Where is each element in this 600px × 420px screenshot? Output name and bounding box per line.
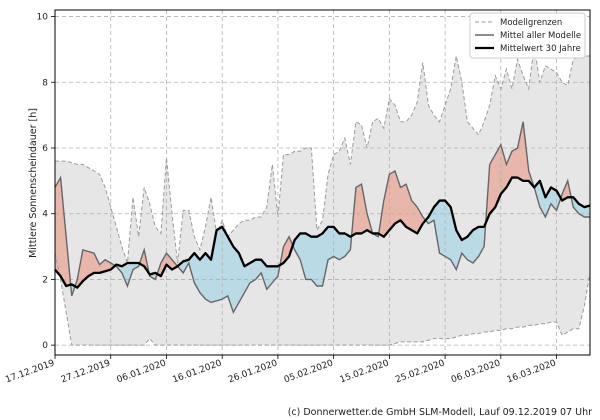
copyright-credit: (c) Donnerwetter.de GmbH SLM-Modell, Lau… [287, 407, 592, 418]
legend-label: Modellgrenzen [500, 18, 562, 28]
ensemble-mean-line [54, 121, 590, 314]
above-normal-fill [280, 236, 293, 266]
y-tick-label: 8 [42, 78, 48, 88]
model-lower-bound-line [54, 253, 591, 346]
x-tick-label: 26.01.2020 [227, 358, 279, 385]
y-tick-label: 4 [42, 210, 48, 220]
legend-label: Mittel aller Modelle [500, 31, 581, 41]
legend: Modellgrenzen Mittel aller Modelle Mittelw… [469, 12, 586, 59]
above-normal-fill [485, 121, 535, 224]
difference-layer [55, 121, 590, 313]
x-tick-label: 05.02.2020 [283, 358, 335, 385]
climatology-line [54, 176, 591, 289]
above-normal-fill [378, 171, 426, 237]
x-tick-label: 17.12.2019 [4, 358, 56, 385]
legend-label: Mittelwert 30 Jahre [500, 44, 581, 54]
legend-box [469, 12, 586, 59]
x-tick-label: 27.12.2019 [60, 358, 112, 385]
below-normal-fill [425, 200, 486, 270]
x-tick-label: 16.03.2020 [506, 358, 558, 385]
above-normal-fill [351, 184, 373, 236]
x-tick-label: 16.01.2020 [171, 358, 223, 385]
x-tick-label: 06.03.2020 [450, 358, 502, 385]
x-tick-label: 25.02.2020 [394, 358, 446, 385]
y-tick-label: 0 [42, 341, 48, 351]
below-normal-fill [292, 226, 352, 286]
grid-layer [54, 10, 590, 355]
plot-frame [54, 9, 591, 356]
model-upper-bound-line [55, 46, 590, 264]
y-tick-label: 10 [37, 13, 49, 23]
y-tick-label: 6 [42, 144, 48, 154]
above-normal-fill [55, 177, 71, 286]
below-normal-fill [571, 197, 590, 217]
lines-layer [54, 46, 591, 346]
x-tick-label: 15.02.2020 [339, 358, 391, 385]
above-normal-fill [139, 249, 150, 274]
below-normal-fill [177, 226, 281, 313]
y-tick-label: 2 [42, 275, 48, 285]
y-axis-label: Mittlere Sonnenscheindauer [h] [28, 108, 39, 258]
x-tick-label: 06.01.2020 [116, 358, 168, 385]
